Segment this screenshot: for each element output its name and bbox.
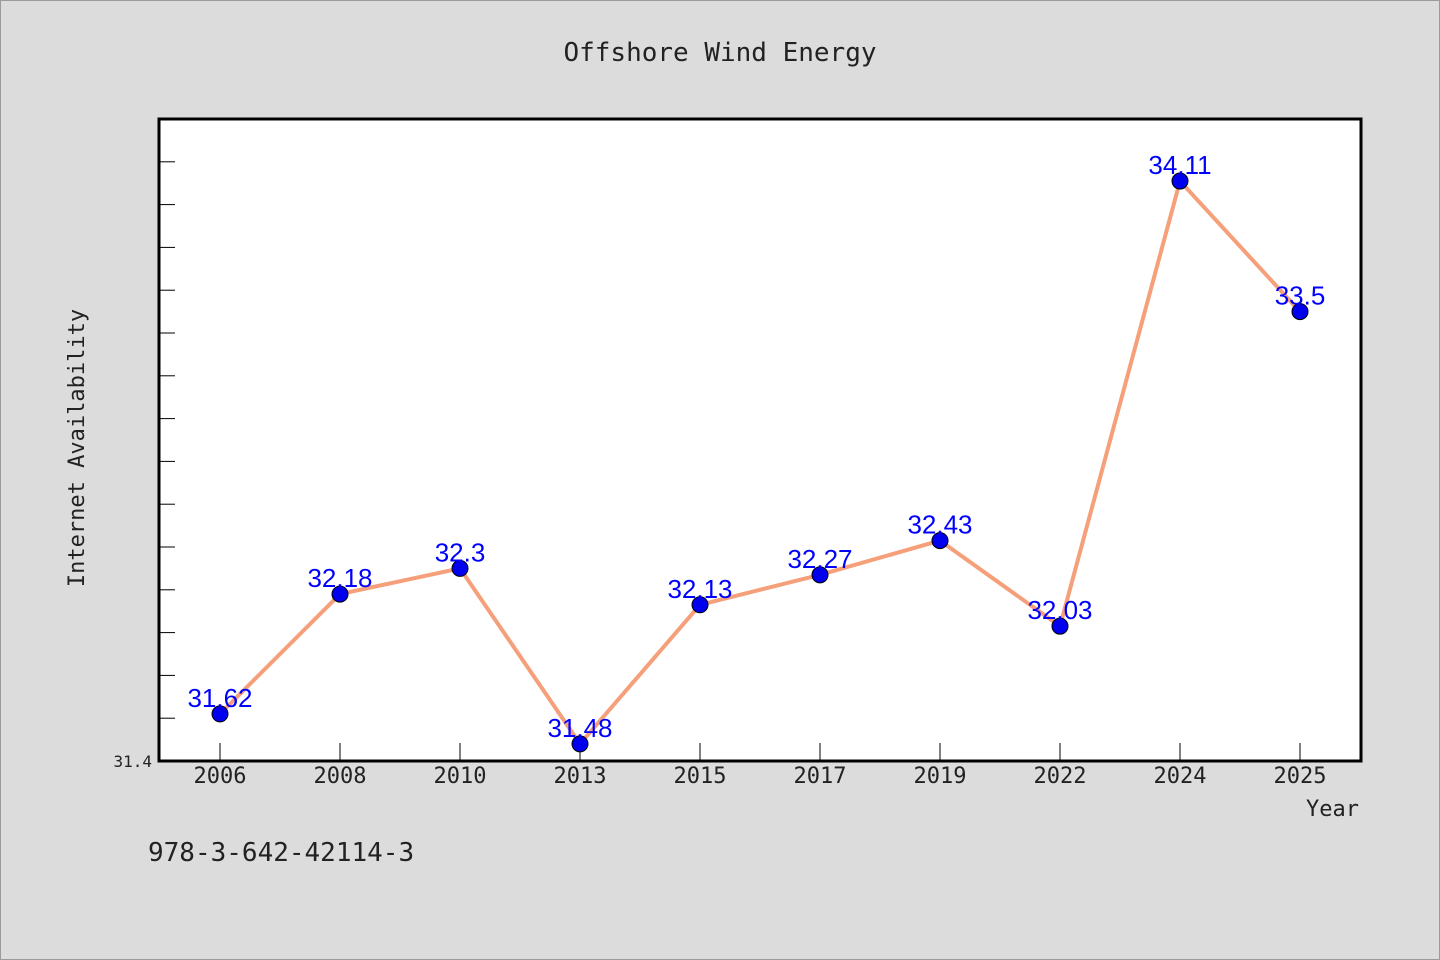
data-point	[691, 596, 709, 614]
series-line	[218, 179, 1302, 746]
data-label: 31.48	[547, 713, 612, 743]
x-tick-label: 2019	[914, 764, 967, 789]
data-point	[1171, 172, 1189, 190]
data-labels: 31.62 32.18 32.3 31.48 32.13 32.27 32.43 32.03 3…	[187, 150, 1325, 743]
x-tick-labels: 2006 2008 2010 2013 2015 2017 2019 2022 2024 2025	[194, 764, 1327, 789]
plot-area	[157, 117, 1363, 763]
data-label: 31.62	[187, 683, 252, 713]
data-point	[331, 585, 349, 603]
footer-code: 978-3-642-42114-3	[148, 838, 414, 868]
x-tick-label: 2010	[434, 764, 487, 789]
x-axis-label: Year	[1306, 797, 1359, 822]
x-tick-label: 2024	[1154, 764, 1207, 789]
x-tick-label: 2022	[1034, 764, 1087, 789]
series-polyline	[218, 179, 1302, 746]
x-tick-label: 2025	[1274, 764, 1327, 789]
data-label: 32.27	[787, 544, 852, 574]
x-tick-label: 2017	[794, 764, 847, 789]
x-tick-label: 2015	[674, 764, 727, 789]
data-label: 32.18	[307, 563, 372, 593]
y-axis-label: Internet Availability	[65, 309, 90, 587]
series-markers	[211, 172, 1309, 753]
data-point	[931, 532, 949, 550]
x-tick-label: 2008	[314, 764, 367, 789]
data-label: 34.11	[1148, 150, 1211, 180]
data-label: 32.43	[907, 510, 972, 540]
data-label: 32.3	[435, 537, 486, 567]
data-label: 32.03	[1027, 595, 1092, 625]
data-point	[1051, 617, 1069, 635]
data-point	[211, 705, 229, 723]
data-point	[571, 735, 589, 753]
data-point	[1291, 303, 1309, 321]
y-axis-ticks	[159, 161, 175, 719]
x-tick-label: 2013	[554, 764, 607, 789]
y-tick-label: 31.4	[113, 752, 152, 771]
data-point	[451, 559, 469, 577]
x-tick-label: 2006	[194, 764, 247, 789]
data-point	[811, 566, 829, 584]
data-label: 33.5	[1275, 281, 1326, 311]
data-label: 32.13	[667, 574, 732, 604]
chart-title: Offshore Wind Energy	[563, 38, 876, 68]
